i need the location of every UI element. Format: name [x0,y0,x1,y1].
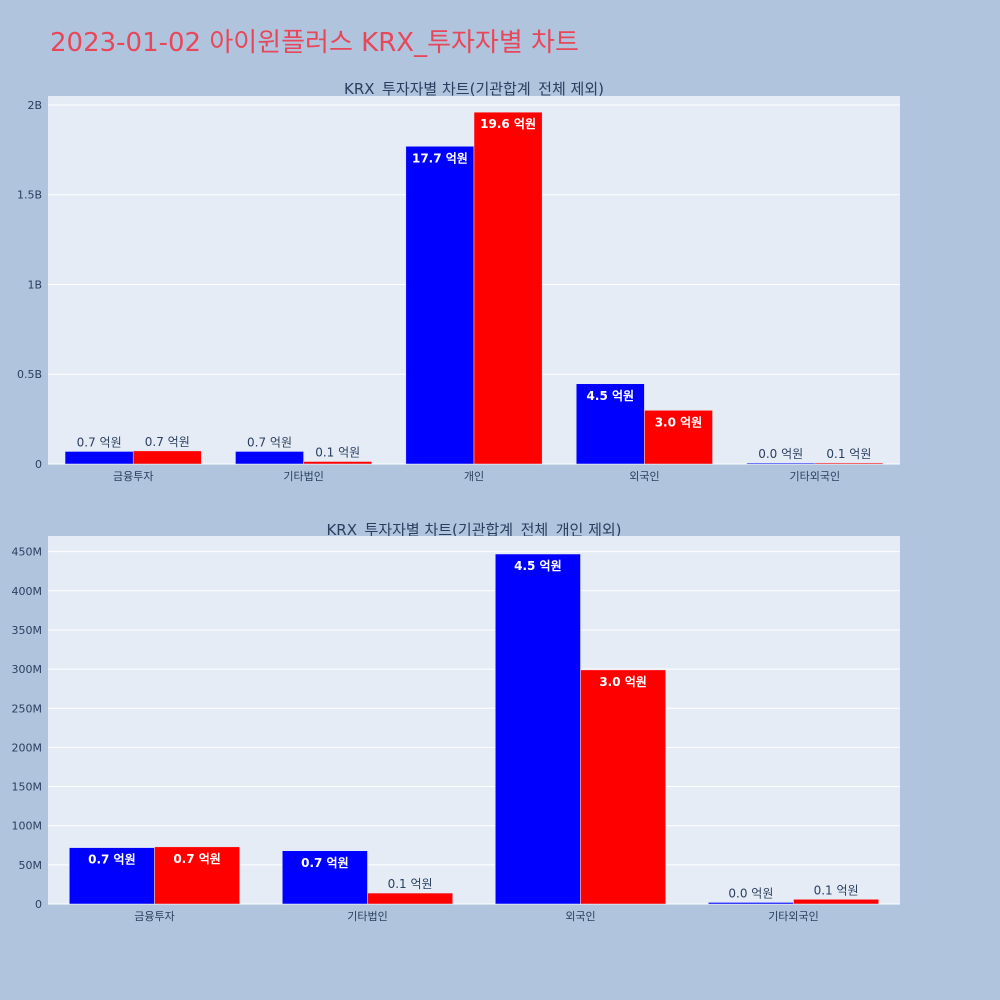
chart2-bar [708,902,794,905]
chart1-data-label: 19.6 억원 [480,117,536,131]
chart1-data-label: 0.7 억원 [145,435,190,449]
chart2-ytick-label: 200M [12,741,43,754]
chart2-bar [367,892,453,905]
chart1-title: KRX_투자자별 차트(기관합계_전체 제외) [344,80,604,99]
chart2-bar [69,847,155,905]
chart2-ytick-label: 100M [12,820,43,833]
page-title: 2023-01-02 아이윈플러스 KRX_투자자별 차트 [50,28,579,58]
chart2-ytick-label: 150M [12,781,43,794]
chart1-xtick-label: 기타법인 [283,470,323,483]
chart1-xtick-label: 기타외국인 [789,470,840,483]
chart2-xtick-label: 기타법인 [347,910,387,923]
chart1-ytick-label: 1B [27,278,42,291]
chart1-ytick-label: 0 [35,458,42,471]
chart1-data-label: 0.1 억원 [826,447,871,461]
chart2-bar [154,846,240,905]
chart2-bar [282,850,368,905]
chart1-bar [303,461,373,465]
chart2-xtick-label: 외국인 [565,910,595,923]
chart2-plot-area [48,536,900,904]
chart2-data-label: 0.1 억원 [814,883,859,897]
chart2-ytick-label: 400M [12,585,43,598]
chart2-title: KRX_투자자별 차트(기관합계_전체_개인 제외) [326,521,621,540]
chart-investor-all: KRX_투자자별 차트(기관합계_전체 제외) 0 0.5B 1B 1.5B 2B 금융투… [17,80,900,483]
chart1-xtick-label: 금융투자 [113,470,153,483]
chart1-xtick-label: 개인 [464,470,484,483]
chart1-bar [575,383,645,465]
chart1-bar [405,146,475,465]
chart2-bar [793,899,879,905]
chart1-data-label: 17.7 억원 [412,151,468,165]
chart2-ytick-label: 0 [35,898,42,911]
chart2-data-label: 0.7 억원 [88,853,136,867]
chart2-ytick-label: 350M [12,624,43,637]
chart2-ytick-label: 450M [12,546,43,559]
chart2-ytick-label: 50M [19,859,43,872]
chart1-data-label: 3.0 억원 [655,415,703,429]
chart2-data-label: 0.0 억원 [728,886,773,900]
chart1-bar [644,410,713,465]
chart2-xtick-label: 금융투자 [134,910,174,923]
chart1-ytick-label: 0.5B [17,368,42,381]
chart1-ytick-label: 1.5B [17,189,42,202]
chart2-bar [580,669,666,905]
chart2-ytick-label: 250M [12,702,43,715]
chart2-data-label: 0.1 억원 [388,877,433,891]
chart2-data-label: 4.5 억원 [514,559,562,573]
chart2-data-label: 0.7 억원 [173,852,221,866]
chart1-data-label: 0.0 억원 [758,447,803,461]
chart1-data-label: 4.5 억원 [587,389,635,403]
chart2-bar [495,553,581,905]
chart1-data-label: 0.7 억원 [77,435,122,449]
chart2-data-label: 3.0 억원 [599,675,647,689]
chart1-bar [814,462,884,465]
chart1-bar [132,450,202,465]
chart1-xtick-label: 외국인 [629,470,659,483]
chart1-bar [235,451,304,465]
chart2-xtick-label: 기타외국인 [768,910,819,923]
chart1-ytick-label: 2B [27,99,42,112]
chart1-bar [473,111,543,465]
chart1-data-label: 0.1 억원 [315,445,360,459]
chart2-ytick-label: 300M [12,663,43,676]
chart2-data-label: 0.7 억원 [301,856,349,870]
chart1-data-label: 0.7 억원 [247,435,292,449]
